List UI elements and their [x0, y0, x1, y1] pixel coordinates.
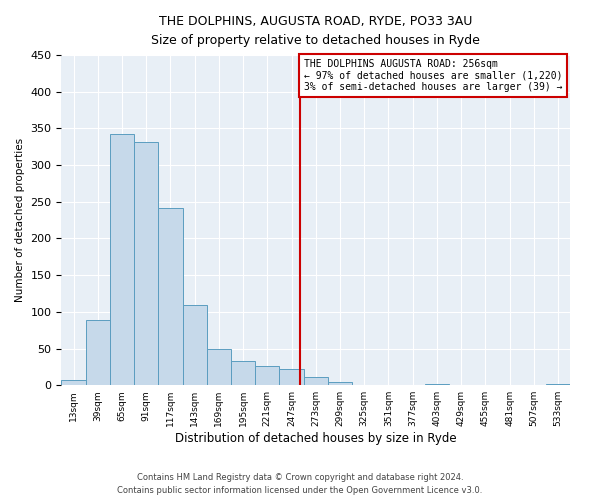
Bar	[86, 320, 110, 385]
Bar	[110, 134, 134, 385]
Bar	[546, 384, 570, 385]
Title: THE DOLPHINS, AUGUSTA ROAD, RYDE, PO33 3AU
Size of property relative to detached: THE DOLPHINS, AUGUSTA ROAD, RYDE, PO33 3…	[151, 15, 480, 47]
Bar	[425, 384, 449, 385]
Bar	[328, 382, 352, 385]
Bar	[304, 377, 328, 385]
Bar	[207, 350, 231, 385]
Bar	[61, 380, 86, 385]
Text: THE DOLPHINS AUGUSTA ROAD: 256sqm
← 97% of detached houses are smaller (1,220)
3: THE DOLPHINS AUGUSTA ROAD: 256sqm ← 97% …	[304, 59, 562, 92]
Bar	[134, 142, 158, 385]
Text: Contains HM Land Registry data © Crown copyright and database right 2024.
Contai: Contains HM Land Registry data © Crown c…	[118, 474, 482, 495]
X-axis label: Distribution of detached houses by size in Ryde: Distribution of detached houses by size …	[175, 432, 457, 445]
Y-axis label: Number of detached properties: Number of detached properties	[15, 138, 25, 302]
Bar	[182, 306, 207, 385]
Bar	[255, 366, 280, 385]
Bar	[280, 369, 304, 385]
Bar	[231, 361, 255, 385]
Bar	[158, 208, 182, 385]
